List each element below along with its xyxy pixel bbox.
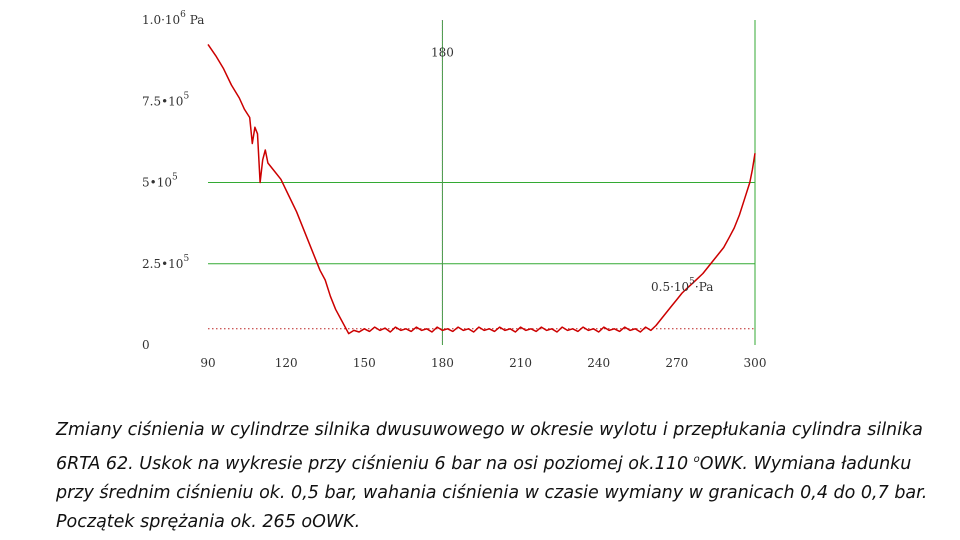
caption-part1: Zmiany ciśnienia w cylindrze silnika dwu…: [56, 420, 923, 474]
dotted-line-label: 0.5·105·Pa: [651, 277, 713, 294]
y-tick-label: 0: [142, 338, 150, 352]
x-tick-label: 90: [200, 356, 215, 370]
x-tick-label: 150: [353, 356, 376, 370]
x-tick-label: 210: [509, 356, 532, 370]
x-tick-label: 270: [665, 356, 688, 370]
caption-degree-sup: o: [693, 454, 700, 465]
caption-part2: OWK. Wymiana ładunku przy średnim ciśnie…: [56, 453, 928, 532]
y-tick-label: 2.5•105: [142, 254, 189, 271]
y-tick-label: 7.5•105: [142, 91, 189, 108]
x-tick-label: 180: [431, 356, 454, 370]
y-tick-label: 5•105: [142, 173, 178, 190]
x-tick-label: 300: [744, 356, 767, 370]
x-tick-label: 120: [275, 356, 298, 370]
series-layer: [207, 43, 756, 335]
y-tick-label: 1.0·106 Pa: [142, 10, 204, 27]
chart-grid: [208, 20, 756, 345]
x-tick-label: 240: [587, 356, 610, 370]
chart-annotations: 180 0.5·105·Pa: [431, 46, 713, 295]
x-axis-ticks: 90 120 150 180 210 240 270 300: [200, 356, 766, 370]
pressure-chart: 1.0·106 Pa 7.5•105 5•105 2.5•105 0 90 120 150 1…: [142, 10, 766, 370]
y-axis-ticks: 1.0·106 Pa 7.5•105 5•105 2.5•105 0: [142, 10, 204, 352]
figure-caption: Zmiany ciśnienia w cylindrze silnika dwu…: [56, 416, 936, 537]
reference-line-label: 180: [431, 46, 454, 60]
series-line: [207, 43, 756, 335]
